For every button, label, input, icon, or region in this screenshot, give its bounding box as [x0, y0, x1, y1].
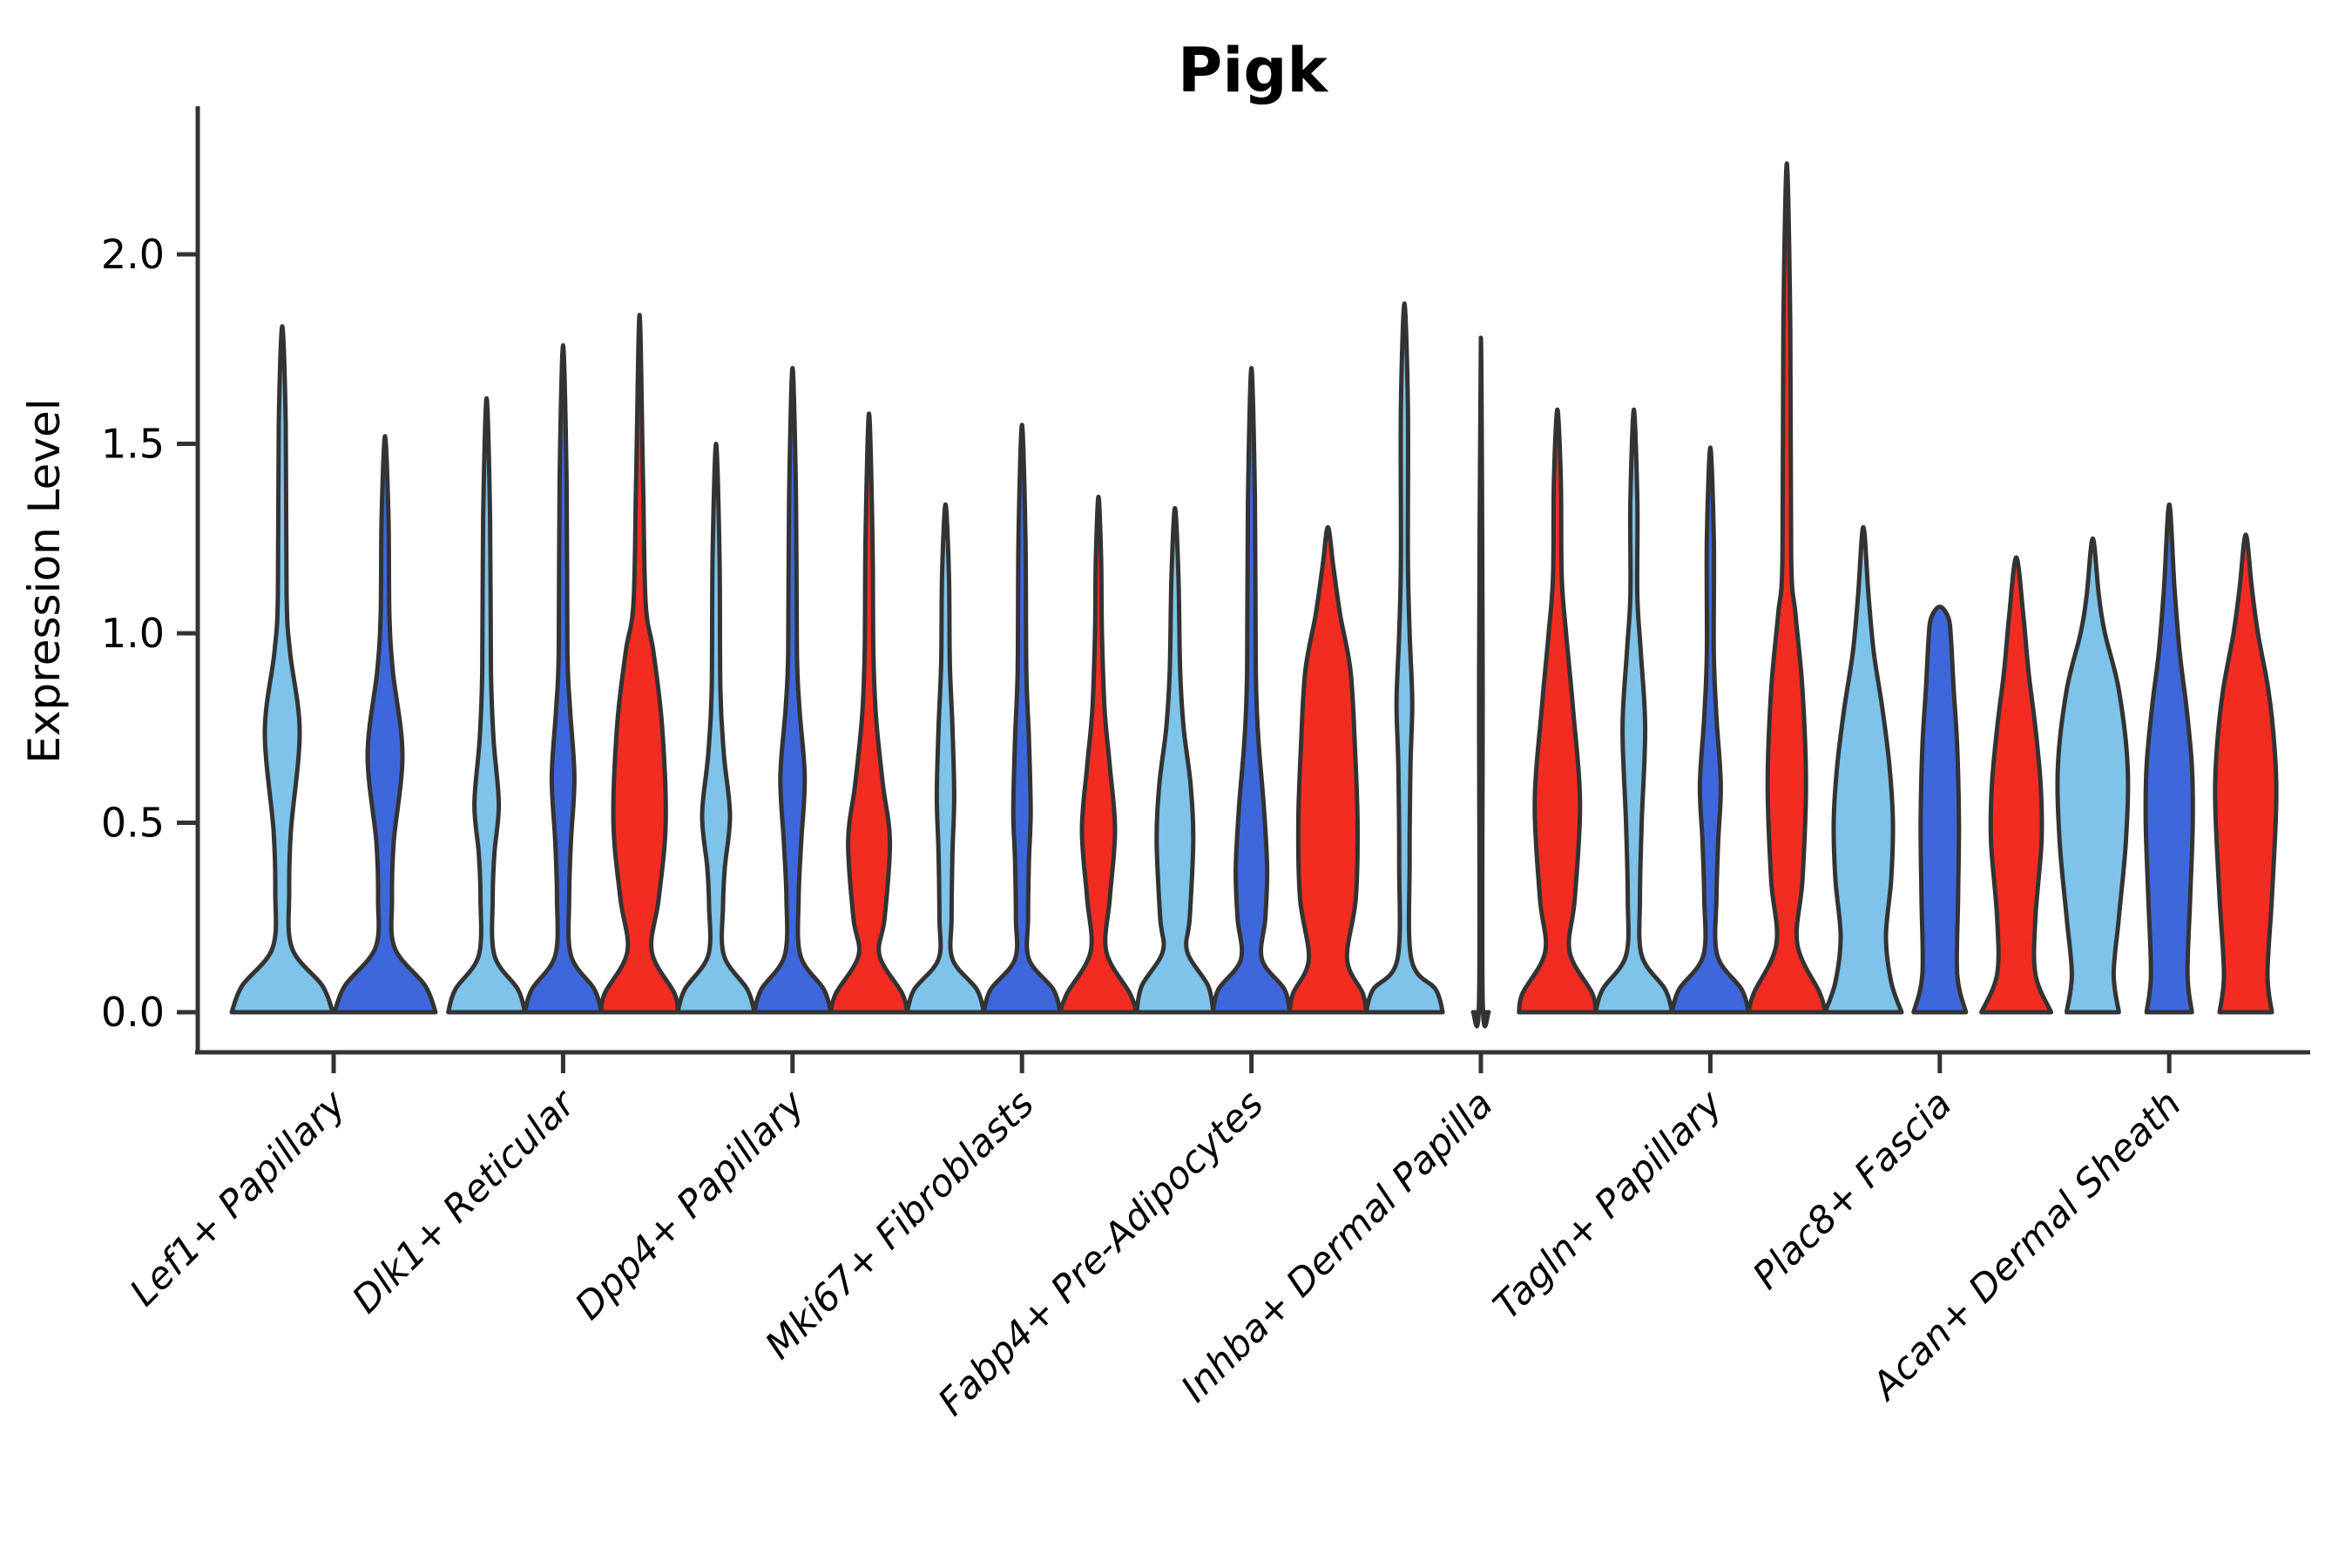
y-tick-label: 0.0 — [101, 989, 165, 1036]
violin-fabp4-pre-adipocytes-red — [1287, 524, 1369, 1015]
violin-fabp4-pre-adipocytes-lightblue — [1134, 505, 1216, 1015]
violin-tagln-papillary-red — [1746, 161, 1828, 1015]
violin-dlk1-reticular-blue — [522, 342, 604, 1015]
y-tick-label: 2.0 — [101, 231, 165, 278]
violin-plac8-fascia-red — [1979, 555, 2054, 1015]
violin-mki67-fibroblasts-lightblue — [904, 502, 986, 1015]
violin-dlk1-reticular-red — [598, 313, 680, 1015]
violin-acan-dermal-sheath-blue — [2143, 502, 2195, 1015]
violin-acan-dermal-sheath-red — [2213, 532, 2279, 1015]
chart-title: Pigk — [1178, 35, 1328, 106]
violin-lef1-papillary-lightblue — [229, 324, 335, 1015]
violin-inhba-dermal-papilla-lightblue — [1363, 301, 1445, 1015]
x-tick-label-2: Dlk1+ Reticular — [344, 1081, 585, 1322]
violin-dpp4-papillary-red — [828, 411, 910, 1015]
y-axis-label: Expression Level — [19, 398, 70, 763]
violin-plac8-fascia-lightblue — [1822, 524, 1904, 1015]
violin-acan-dermal-sheath-lightblue — [2055, 536, 2131, 1015]
x-tick-label-3: Dpp4+ Papillary — [567, 1082, 814, 1328]
violin-dpp4-papillary-blue — [752, 366, 834, 1015]
violin-inhba-dermal-papilla-blue — [1470, 335, 1491, 1029]
violins-layer — [229, 161, 2279, 1029]
violin-inhba-dermal-papilla-red — [1517, 407, 1598, 1015]
violin-fabp4-pre-adipocytes-blue — [1211, 366, 1293, 1015]
y-tick-label: 0.5 — [101, 800, 165, 847]
violin-mki67-fibroblasts-red — [1058, 494, 1139, 1015]
violin-dlk1-reticular-lightblue — [446, 395, 528, 1015]
violin-tagln-papillary-lightblue — [1593, 407, 1675, 1015]
violin-plac8-fascia-blue — [1911, 605, 1969, 1015]
x-tick-label-1: Lef1+ Papillary — [122, 1082, 355, 1315]
violin-lef1-papillary-blue — [332, 434, 438, 1015]
x-tick-label-8: Plac8+ Fascia — [1745, 1082, 1961, 1298]
violin-tagln-papillary-blue — [1669, 445, 1751, 1015]
violin-mki67-fibroblasts-blue — [981, 422, 1063, 1015]
y-tick-label: 1.5 — [101, 421, 165, 468]
x-tick-label-7: Tagln+ Papillary — [1485, 1082, 1732, 1328]
violin-dpp4-papillary-lightblue — [675, 442, 757, 1015]
y-tick-label: 1.0 — [101, 610, 165, 657]
